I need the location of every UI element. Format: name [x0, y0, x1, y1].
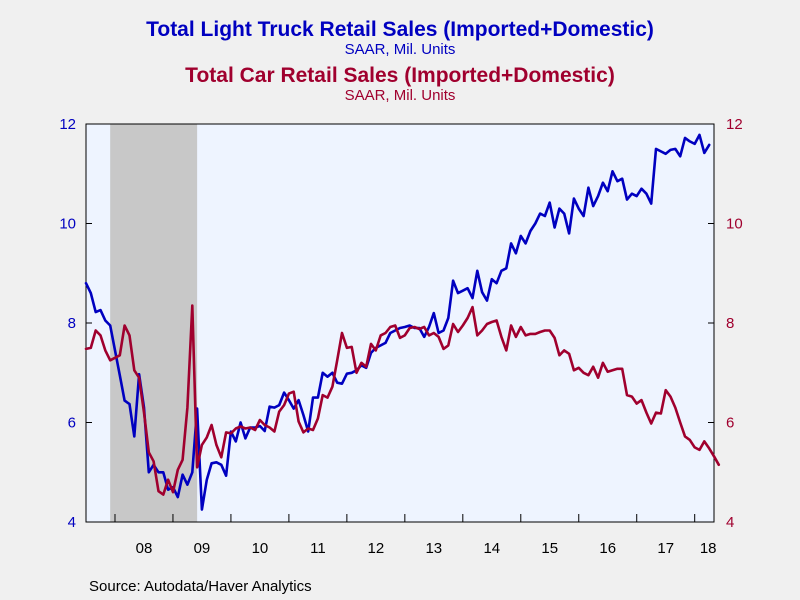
y-right-tick-label: 8 [726, 315, 734, 332]
x-tick-label: 09 [194, 540, 211, 557]
x-tick-label: 14 [483, 540, 500, 557]
x-tick-label: 08 [136, 540, 153, 557]
truck-chart-subtitle: SAAR, Mil. Units [344, 41, 456, 58]
y-right-tick-label: 6 [726, 415, 734, 432]
x-tick-label: 11 [310, 540, 326, 557]
x-tick-label: 17 [657, 540, 674, 557]
x-tick-label: 18 [700, 540, 717, 557]
y-right-tick-label: 12 [726, 116, 743, 133]
y-left-tick-label: 8 [68, 315, 76, 332]
x-tick-label: 16 [599, 540, 616, 557]
y-left-tick-label: 12 [59, 116, 76, 133]
car-chart-subtitle: SAAR, Mil. Units [344, 87, 456, 104]
car-series-line [84, 304, 721, 496]
x-tick-label: 13 [425, 540, 442, 557]
x-tick-label: 12 [368, 540, 385, 557]
x-tick-label: 10 [252, 540, 269, 557]
x-tick-label: 15 [541, 540, 558, 557]
source-note: Source: Autodata/Haver Analytics [89, 578, 312, 595]
y-left-tick-label: 10 [59, 216, 76, 233]
y-right-tick-label: 10 [726, 216, 743, 233]
car-chart-title: Total Car Retail Sales (Imported+Domesti… [185, 64, 615, 87]
y-left-tick-label: 4 [68, 514, 76, 531]
y-right-tick-label: 4 [726, 514, 734, 531]
y-left-tick-label: 6 [68, 415, 76, 432]
truck-chart-title: Total Light Truck Retail Sales (Imported… [146, 18, 654, 41]
